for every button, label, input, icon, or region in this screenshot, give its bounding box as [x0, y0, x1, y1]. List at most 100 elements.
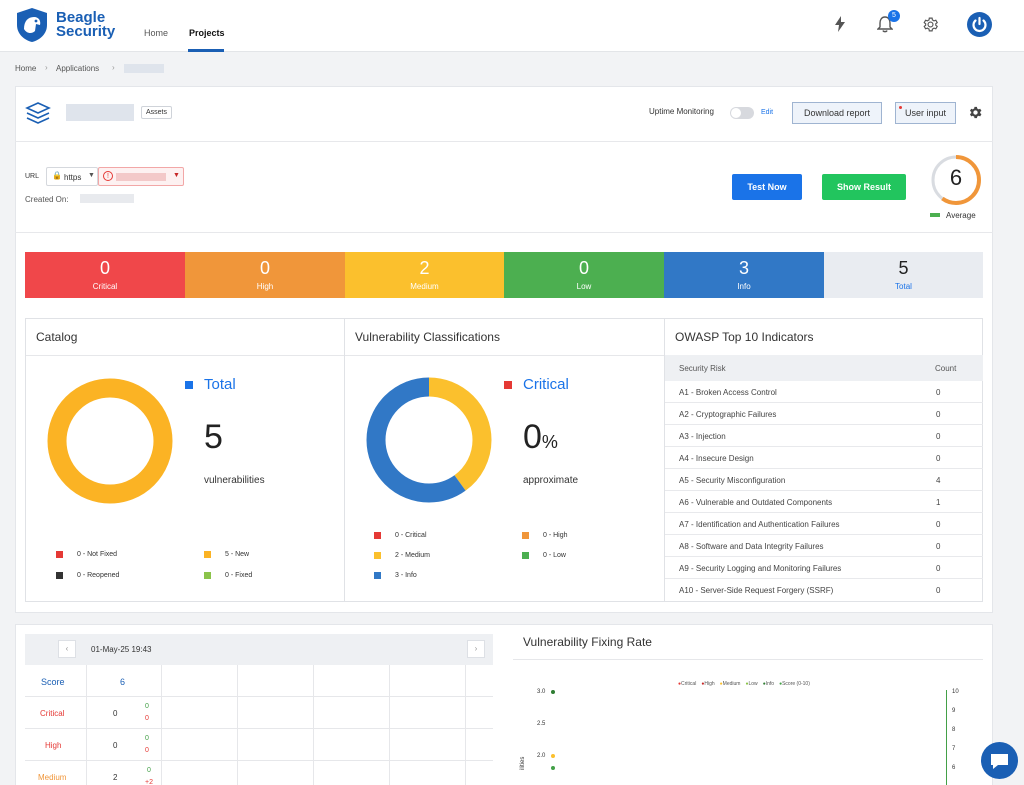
user-input-alert-dot — [899, 106, 902, 109]
error-icon: ! — [103, 171, 113, 181]
breadcrumb-app-redacted — [124, 64, 164, 73]
owasp-col-count: Count — [935, 364, 957, 373]
scorecard-row-medium: Medium 2 0 +2 — [25, 761, 493, 785]
owasp-row: A8 - Software and Data Integrity Failure… — [665, 535, 983, 557]
nav-projects[interactable]: Projects — [189, 28, 225, 38]
lightning-icon[interactable] — [834, 16, 846, 32]
classifications-value-group: 0% — [523, 418, 558, 457]
classifications-title: Vulnerability Classifications — [355, 330, 500, 344]
power-icon — [972, 16, 987, 32]
fixing-rate-legend: ●Critical ●High ●Medium ●Low ●Info ●Scor… — [678, 681, 810, 687]
severity-count: 5 — [898, 258, 909, 278]
divider — [15, 141, 993, 142]
test-now-button[interactable]: Test Now — [732, 174, 802, 200]
beagle-logo-icon — [17, 8, 47, 42]
severity-low[interactable]: 0 Low — [504, 252, 664, 298]
legend-high: ●High — [701, 681, 715, 687]
brand-line-1: Beagle — [56, 9, 106, 26]
divider — [15, 232, 993, 233]
severity-count: 0 — [578, 258, 589, 278]
gear-icon[interactable] — [922, 16, 939, 33]
owasp-title: OWASP Top 10 Indicators — [675, 330, 814, 344]
severity-count: 0 — [99, 258, 110, 278]
row-label: High — [45, 741, 62, 750]
classifications-caption: approximate — [523, 475, 579, 486]
row-value: 6 — [120, 677, 126, 687]
uptime-edit-link[interactable]: Edit — [761, 109, 774, 116]
download-report-button[interactable]: Download report — [792, 102, 882, 124]
classifications-donut — [366, 377, 492, 503]
catalog-legend-fixed: 0 - Fixed — [204, 572, 252, 579]
uptime-toggle[interactable] — [730, 107, 754, 119]
chevron-right-icon: › — [112, 63, 115, 72]
severity-critical[interactable]: 0 Critical — [25, 252, 185, 298]
row-label: Critical — [40, 709, 65, 718]
severity-count: 2 — [419, 258, 430, 278]
settings-gear-icon[interactable] — [968, 105, 983, 120]
score-arc — [931, 155, 981, 205]
point-score — [551, 766, 555, 770]
scorecard-date: 01-May-25 19:43 — [91, 645, 152, 654]
severity-medium[interactable]: 2 Medium — [345, 252, 504, 298]
severity-high[interactable]: 0 High — [185, 252, 345, 298]
catalog-legend-reopened: 0 - Reopened — [56, 572, 119, 579]
legend-medium: ●Medium — [719, 681, 741, 687]
row-new-delta: 0 — [145, 747, 149, 754]
catalog-legend-square — [185, 381, 193, 389]
severity-count: 0 — [259, 258, 270, 278]
legend-low: ●Low — [745, 681, 758, 687]
point-medium — [551, 754, 555, 758]
classifications-legend-title: Critical — [523, 376, 569, 393]
y2-axis-line — [946, 690, 947, 785]
lock-icon: 🔒 — [52, 171, 62, 180]
next-chevron-icon[interactable]: › — [467, 640, 485, 658]
chevron-right-icon: › — [45, 63, 48, 72]
owasp-row: A3 - Injection 0 — [665, 425, 983, 447]
owasp-row: A5 - Security Misconfiguration 4 — [665, 469, 983, 491]
breadcrumb-applications[interactable]: Applications — [56, 64, 100, 73]
brand-logo[interactable]: Beagle Security — [15, 7, 115, 43]
top-navbar: Beagle Security Home Projects 5 — [0, 0, 1024, 52]
class-legend-low: 0 - Low — [522, 552, 566, 559]
catalog-caption: vulnerabilities — [204, 475, 265, 486]
class-legend-medium: 2 - Medium — [374, 552, 430, 559]
class-legend-high: 0 - High — [522, 532, 568, 539]
severity-label: Medium — [410, 282, 439, 291]
y2-tick-label: 9 — [952, 708, 956, 714]
user-avatar[interactable] — [967, 12, 992, 37]
divider — [513, 659, 983, 660]
show-result-button[interactable]: Show Result — [822, 174, 906, 200]
y2-tick-label: 7 — [952, 746, 956, 752]
y-axis-label: ilities — [520, 756, 526, 770]
row-fixed-delta: 0 — [147, 767, 151, 774]
owasp-row: A1 - Broken Access Control 0 — [665, 381, 983, 403]
url-redacted — [116, 173, 166, 181]
protocol-select[interactable]: 🔒 https ▼ — [46, 167, 98, 186]
severity-label: Low — [576, 282, 592, 291]
brand-line-2: Security — [56, 23, 116, 40]
user-input-label: User input — [904, 108, 947, 118]
created-on-label: Created On: — [25, 195, 69, 204]
nav-home[interactable]: Home — [144, 28, 169, 38]
user-input-button[interactable]: User input — [895, 102, 956, 124]
severity-info[interactable]: 3 Info — [664, 252, 824, 298]
catalog-legend-new: 5 - New — [204, 551, 249, 558]
severity-total[interactable]: 5 Total — [824, 252, 983, 298]
owasp-row: A4 - Insecure Design 0 — [665, 447, 983, 469]
catalog-donut — [47, 378, 173, 504]
app-name-redacted — [66, 104, 134, 121]
scorecard-row-critical: Critical 0 0 0 — [25, 697, 493, 729]
class-legend-info: 3 - Info — [374, 572, 417, 579]
row-label: Score — [41, 677, 65, 687]
breadcrumb-home[interactable]: Home — [15, 64, 37, 73]
catalog-legend-title: Total — [204, 376, 236, 393]
chat-button[interactable] — [981, 742, 1018, 779]
catalog-panel: Catalog — [25, 318, 345, 602]
owasp-row: A6 - Vulnerable and Outdated Components 1 — [665, 491, 983, 513]
assets-badge[interactable]: Assets — [141, 106, 173, 119]
notification-badge: 5 — [888, 10, 900, 22]
prev-chevron-icon[interactable]: ‹ — [58, 640, 76, 658]
caret-down-icon: ▼ — [88, 172, 95, 179]
y2-tick-label: 6 — [952, 765, 956, 771]
url-input[interactable]: ! ▼ — [98, 167, 184, 186]
